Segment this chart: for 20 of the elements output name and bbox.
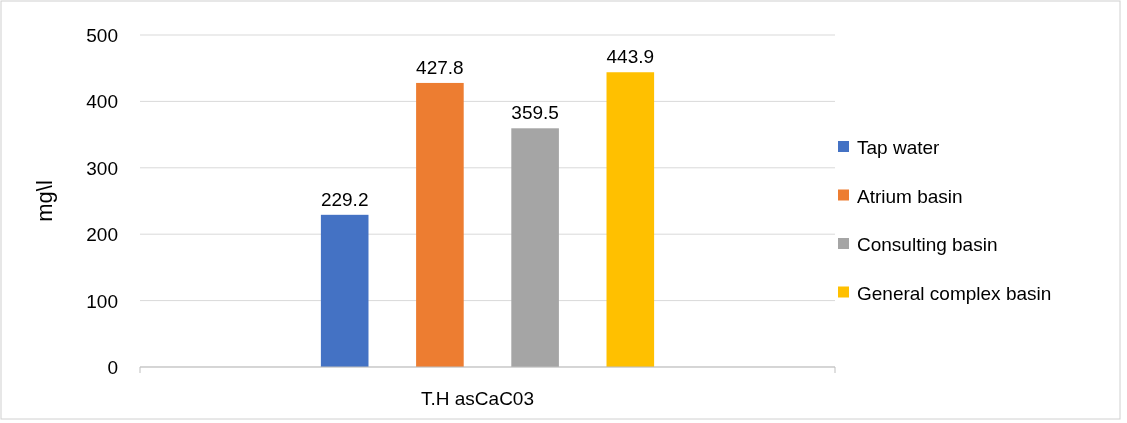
legend-label: Consulting basin <box>857 234 998 255</box>
legend-label: Tap water <box>857 137 941 158</box>
y-tick-label: 400 <box>86 91 118 113</box>
bar <box>606 72 655 367</box>
bar <box>416 82 464 367</box>
bar <box>511 128 559 367</box>
data-label: 359.5 <box>511 102 559 124</box>
legend-label: Atrium basin <box>857 185 963 207</box>
x-tick-label: T.H asCaC03 <box>421 388 534 409</box>
data-label: 443.9 <box>606 46 655 68</box>
data-label: 229.2 <box>320 188 369 210</box>
y-axis-title: mg\l <box>32 180 57 222</box>
y-tick-label: 200 <box>86 224 118 246</box>
y-tick-label: 100 <box>86 290 118 312</box>
legend-label: General complex basin <box>857 282 1052 304</box>
bar <box>320 214 369 367</box>
y-tick-label: 300 <box>86 157 118 179</box>
y-tick-label: 0 <box>107 357 118 378</box>
y-tick-label: 500 <box>86 25 118 46</box>
data-label: 427.8 <box>416 56 464 78</box>
